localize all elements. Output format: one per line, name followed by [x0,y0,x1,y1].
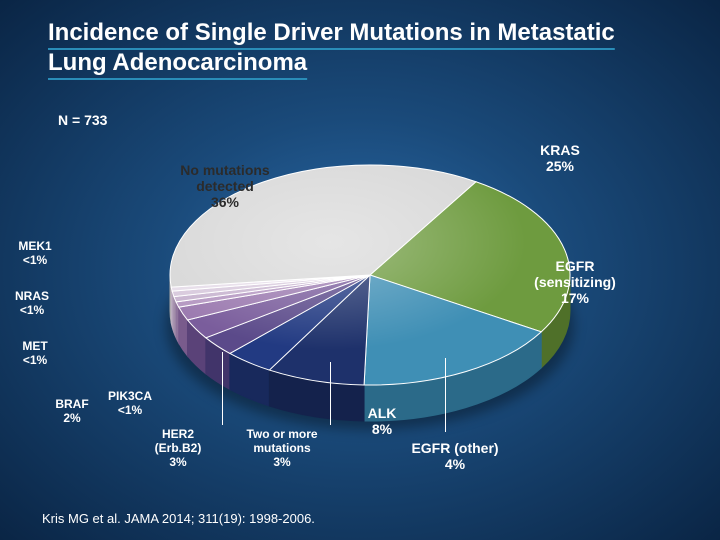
slide-title: Incidence of Single Driver Mutations in … [48,18,672,78]
slice-label-kras: KRAS25% [540,142,580,174]
leader-line [445,358,446,432]
slice-label-egfr-sensitizing-: EGFR(sensitizing)17% [534,258,616,306]
slice-label-egfr-other-: EGFR (other)4% [411,440,498,472]
leader-line [222,352,223,425]
slice-label-pik3ca: PIK3CA<1% [108,390,152,418]
slice-label-braf: BRAF2% [55,398,88,426]
slice-label-alk: ALK8% [368,405,397,437]
slice-label-met: MET<1% [22,340,47,368]
slice-label-mek1: MEK1<1% [18,240,51,268]
slice-label-nras: NRAS<1% [15,290,49,318]
slice-label-two-or-more-mutations: Two or moremutations3% [246,428,317,469]
citation: Kris MG et al. JAMA 2014; 311(19): 1998-… [42,511,315,526]
slice-label-her2-erb-b2-: HER2(Erb.B2)3% [155,428,202,469]
pie-svg [0,110,720,510]
slide: Incidence of Single Driver Mutations in … [0,0,720,540]
pie-chart: KRAS25% EGFR(sensitizing)17% ALK8% EGFR (ot… [0,110,720,510]
slice-label-no-mutations-detected: No mutationsdetected36% [180,162,269,210]
leader-line [330,362,331,425]
